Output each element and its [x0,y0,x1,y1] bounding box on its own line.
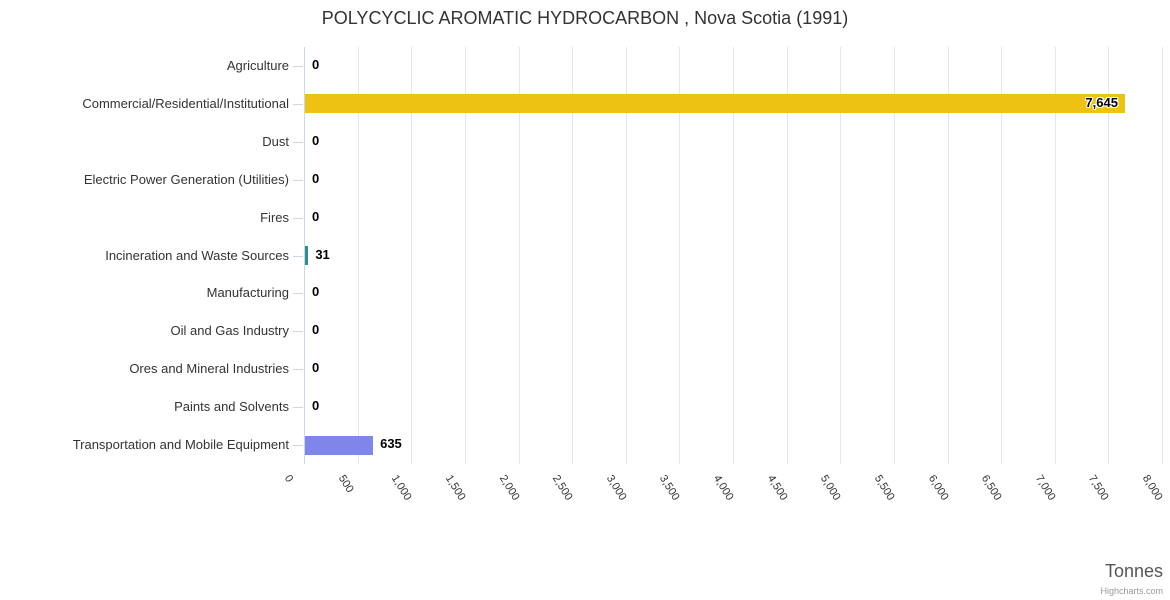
x-tick-label: 2,500 [549,473,575,503]
bar-value-label: 31 [315,246,330,262]
gridline [1162,47,1163,464]
x-tick-label: 8,000 [1139,473,1165,503]
category-tick [293,66,303,67]
gridline [572,47,574,464]
category-label: Manufacturing [206,285,289,301]
gridline [518,47,520,464]
x-tick-label: 3,000 [603,473,629,503]
x-tick-label: 5,000 [818,473,843,503]
category-label: Paints and Solvents [174,399,289,415]
gridline [786,47,788,464]
x-tick-label: 500 [335,473,356,495]
x-tick-label: 0 [281,473,296,485]
bar-value-label: 7,645 [1085,94,1118,110]
x-axis-title: Tonnes [1104,561,1163,581]
gridline [840,47,842,464]
gridline [679,47,681,464]
x-tick-label: 7,000 [1032,473,1058,503]
x-tick-label: 6,500 [978,473,1004,503]
category-label: Oil and Gas Industry [170,323,290,339]
x-tick-label: 7,500 [1086,473,1111,503]
x-tick-label: 4,000 [710,473,736,503]
gridline [733,47,734,464]
category-tick [293,331,303,332]
bar-value-label: 0 [312,322,320,338]
category-tick [293,369,303,370]
gridline [411,47,413,464]
category-tick [293,104,303,105]
bar-value-label: 0 [312,284,320,300]
category-tick [293,407,303,408]
bar-value-label: 0 [312,360,320,376]
bar-value-label: 0 [312,208,320,224]
bar[interactable] [305,246,308,265]
category-tick [293,218,303,219]
x-tick-label: 5,500 [871,473,897,503]
category-label: Fires [260,209,289,225]
gridline [464,47,466,464]
x-tick-label: 1,500 [442,473,468,503]
gridline [1108,47,1110,464]
category-label: Commercial/Residential/Institutional [82,95,289,111]
category-tick [293,256,303,257]
bar-value-label: 0 [312,132,320,148]
gridline [357,47,359,464]
gridline [625,47,627,464]
category-tick [293,142,303,143]
bar-value-label: 635 [380,436,402,452]
bar[interactable] [305,435,373,455]
category-label: Electric Power Generation (Utilities) [83,171,289,187]
bar[interactable] [305,94,1125,114]
x-tick-label: 3,500 [657,473,682,503]
gridline [947,47,949,464]
gridline [1001,47,1003,464]
bar-value-label: 0 [312,170,320,186]
highcharts-credit-link[interactable]: Highcharts.com [1100,586,1163,596]
category-axis-line [304,47,305,464]
gridline [1054,47,1056,464]
gridline [893,47,895,464]
category-label: Dust [262,133,289,149]
x-tick-label: 4,500 [764,473,790,503]
bar-value-label: 0 [312,398,320,414]
category-tick [293,180,303,181]
category-tick [293,445,303,446]
x-tick-label: 2,000 [496,473,522,503]
chart-title: POLYCYCLIC AROMATIC HYDROCARBON , Nova S… [321,8,849,28]
category-tick [293,293,303,294]
bar-value-label: 0 [312,56,320,72]
category-label: Incineration and Waste Sources [105,247,289,263]
plot-area [304,47,1163,464]
category-label: Agriculture [226,57,289,73]
category-label: Ores and Mineral Industries [129,361,289,377]
x-tick-label: 1,000 [389,473,414,503]
category-label: Transportation and Mobile Equipment [72,437,289,453]
x-tick-label: 6,000 [925,473,951,503]
